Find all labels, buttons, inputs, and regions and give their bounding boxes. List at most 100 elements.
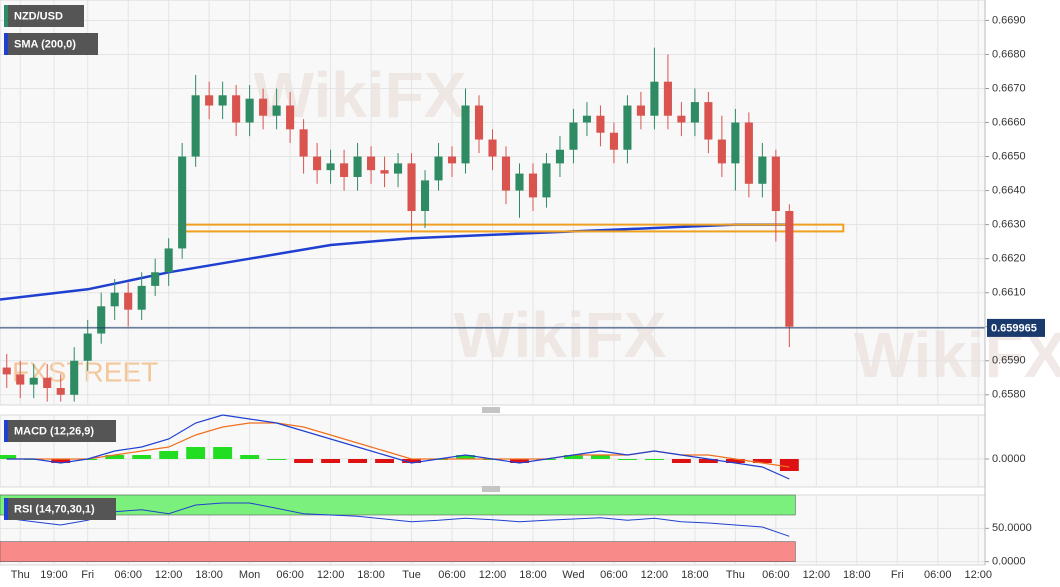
- x-tick-label: 06:00: [600, 569, 628, 581]
- candle-body: [758, 156, 767, 184]
- candle-body: [191, 95, 200, 157]
- y-tick-label: 0.6610: [992, 287, 1026, 299]
- candle-body: [663, 81, 672, 116]
- x-tick-label: 12:00: [479, 569, 507, 581]
- x-tick-label: 12:00: [803, 569, 831, 581]
- macd-histogram-bar: [591, 455, 610, 459]
- candle-body: [434, 156, 443, 181]
- candle-body: [515, 173, 524, 191]
- y-tick-label: 0.0000: [992, 453, 1026, 465]
- x-tick-label: Mon: [239, 569, 260, 581]
- macd-histogram-bar: [456, 455, 475, 459]
- candle-body: [286, 105, 295, 130]
- x-tick-label: 18:00: [681, 569, 709, 581]
- candle-body: [569, 122, 578, 150]
- x-tick-label: 18:00: [357, 569, 385, 581]
- y-tick-label: 0.6620: [992, 253, 1026, 265]
- x-tick-label: 06:00: [276, 569, 304, 581]
- x-tick-label: Fri: [891, 569, 904, 581]
- x-tick-label: 06:00: [924, 569, 952, 581]
- candle-body: [178, 156, 187, 249]
- candle-body: [623, 105, 632, 150]
- macd-histogram-bar: [0, 455, 17, 459]
- candle-body: [731, 122, 740, 164]
- current-price-label: 0.659965: [991, 322, 1037, 334]
- label-accent: [4, 33, 8, 55]
- macd-histogram-bar: [725, 459, 745, 463]
- candle-body: [447, 156, 457, 164]
- watermark: WikiFX: [454, 299, 667, 371]
- candle-body: [407, 163, 416, 212]
- candle-body: [29, 377, 38, 385]
- candle-body: [704, 102, 713, 140]
- candle-body: [785, 211, 794, 327]
- rsi-band: [0, 541, 796, 562]
- candle-body: [717, 139, 726, 164]
- macd-histogram-bar: [186, 447, 206, 459]
- macd-histogram-bar: [564, 455, 583, 459]
- candle-body: [582, 115, 591, 123]
- y-tick-label: 0.6590: [992, 355, 1026, 367]
- candle-body: [56, 387, 65, 395]
- macd-histogram-bar: [779, 459, 799, 471]
- candle-body: [340, 163, 349, 177]
- x-tick-label: 12:00: [641, 569, 669, 581]
- macd-histogram-bar: [698, 459, 718, 463]
- x-tick-label: 18:00: [843, 569, 871, 581]
- macd-line: [6, 414, 790, 480]
- candle-body: [16, 374, 25, 385]
- x-tick-label: 18:00: [195, 569, 223, 581]
- y-tick-label: 0.6670: [992, 82, 1026, 94]
- macd-label: MACD (12,26,9): [14, 425, 94, 437]
- macd-histogram-bar: [402, 459, 421, 463]
- candle-body: [501, 156, 511, 191]
- x-tick-label: 18:00: [519, 569, 547, 581]
- macd-histogram-bar: [510, 459, 529, 463]
- candle-body: [474, 105, 484, 140]
- watermark: WikiFX: [254, 59, 467, 131]
- rsi-band: [0, 494, 796, 516]
- candle-body: [542, 163, 551, 198]
- macd-histogram-bar: [267, 459, 287, 460]
- label-accent: [4, 420, 8, 442]
- labels: NZD/USD SMA (200,0) MACD (12,26,9) RSI (…: [4, 5, 116, 520]
- candle-body: [528, 173, 538, 198]
- candle-body: [299, 129, 308, 157]
- x-tick-label: Thu: [726, 569, 745, 581]
- macd-histogram-bar: [51, 459, 71, 463]
- macd-histogram-bar: [240, 455, 260, 459]
- x-tick-label: Wed: [562, 569, 584, 581]
- label-accent: [4, 5, 8, 27]
- candle-body: [771, 156, 780, 212]
- current-price-box: [987, 318, 1045, 337]
- x-tick-label: 19:00: [40, 569, 68, 581]
- rsi-line: [6, 502, 790, 537]
- candle-body: [218, 95, 227, 106]
- x-tick-label: Tue: [402, 569, 421, 581]
- candle-body: [636, 105, 645, 116]
- candle-body: [245, 98, 254, 123]
- panel-handle: [482, 407, 500, 492]
- y-tick-label: 0.6680: [992, 48, 1026, 60]
- candle-body: [326, 163, 335, 171]
- macd-histogram-bar: [213, 447, 233, 459]
- x-tick-label: 06:00: [438, 569, 466, 581]
- rsi-label: RSI (14,70,30,1): [14, 503, 95, 515]
- macd-histogram-bar: [644, 459, 664, 460]
- x-tick-label: Thu: [11, 569, 30, 581]
- x-tick-label: 06:00: [762, 569, 790, 581]
- candle-body: [70, 360, 79, 395]
- candle-body: [367, 156, 376, 171]
- candle-body: [124, 292, 133, 310]
- macd-histogram-bar: [105, 455, 125, 459]
- macd-histogram-bar: [752, 459, 772, 463]
- candle-body: [313, 156, 322, 171]
- candle-body: [744, 122, 753, 184]
- candle-body: [43, 377, 52, 388]
- candle-body: [380, 170, 389, 174]
- candle-body: [164, 248, 173, 273]
- macd-histogram-bar: [159, 451, 179, 459]
- macd-histogram-bar: [617, 459, 637, 460]
- candle-body: [110, 292, 119, 307]
